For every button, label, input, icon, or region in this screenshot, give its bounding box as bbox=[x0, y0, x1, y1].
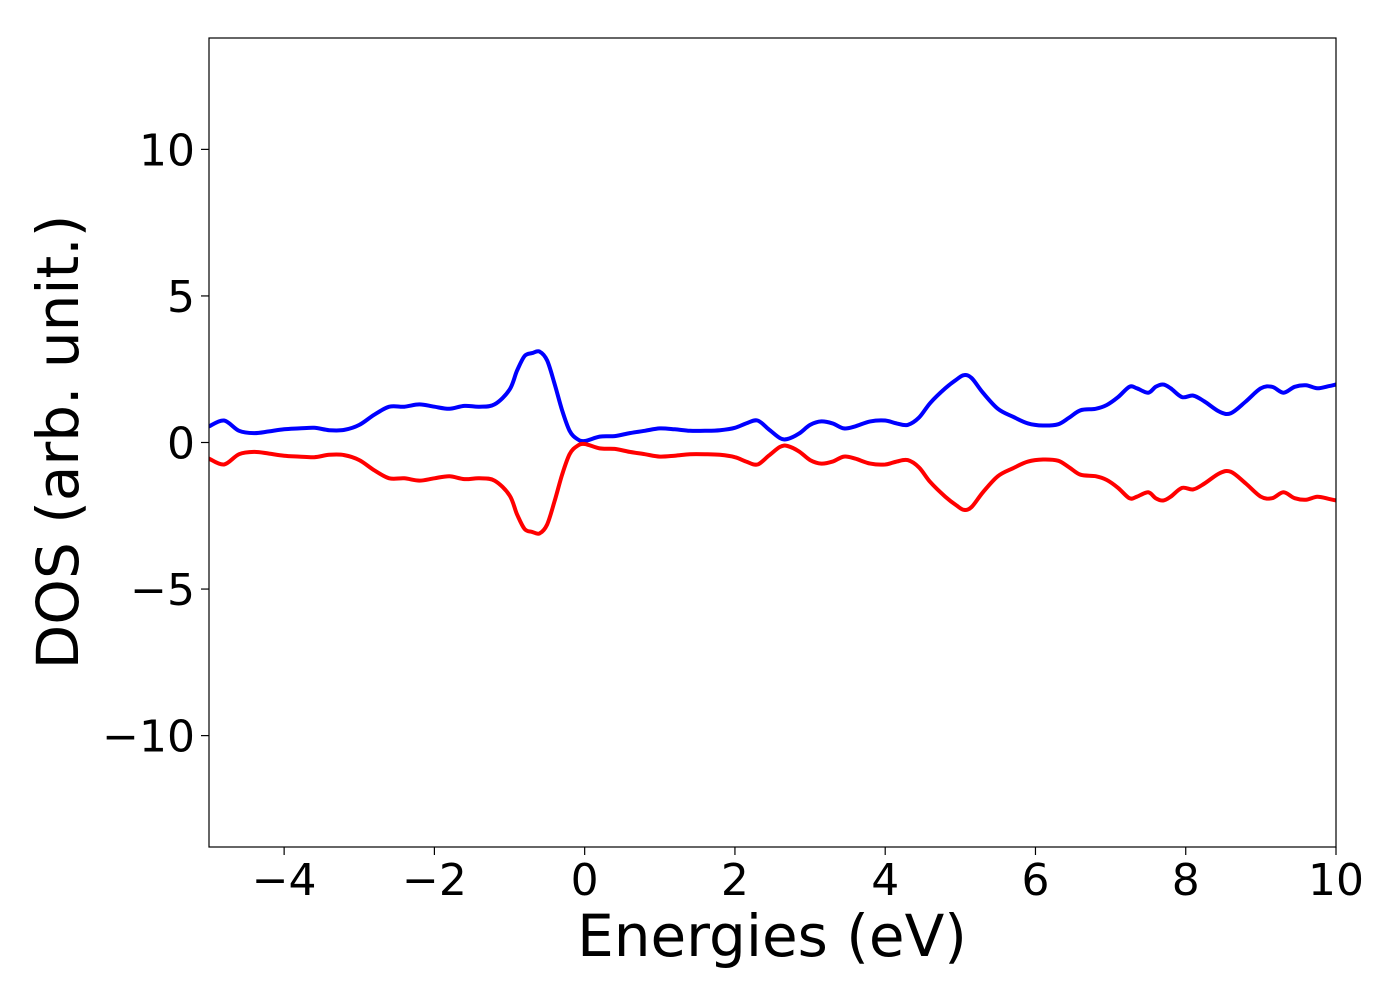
x-tick-label: 4 bbox=[871, 855, 899, 906]
y-tick-label: 10 bbox=[139, 125, 195, 176]
y-axis-title: DOS (arb. unit.) bbox=[24, 215, 92, 670]
y-tick-label: 5 bbox=[167, 272, 195, 323]
plot-frame bbox=[208, 37, 1337, 848]
x-tick-label: 0 bbox=[571, 855, 599, 906]
x-axis: −4 −2 0 2 4 6 8 10 bbox=[252, 847, 1364, 906]
x-tick-label: 10 bbox=[1308, 855, 1364, 906]
dos-series-line-1 bbox=[209, 441, 1336, 536]
y-tick-label: −10 bbox=[102, 712, 195, 763]
y-tick-label: 0 bbox=[167, 419, 195, 470]
x-tick-label: −2 bbox=[402, 855, 467, 906]
x-axis-title: Energies (eV) bbox=[577, 902, 967, 970]
y-tick-label: −5 bbox=[130, 565, 195, 616]
x-tick-label: 2 bbox=[721, 855, 749, 906]
x-tick-label: 8 bbox=[1172, 855, 1200, 906]
x-tick-label: −4 bbox=[252, 855, 317, 906]
series-layer bbox=[209, 349, 1336, 536]
dos-series-line-0 bbox=[209, 349, 1336, 444]
y-axis: −10 −5 0 5 10 bbox=[102, 125, 209, 763]
x-tick-label: 6 bbox=[1021, 855, 1049, 906]
